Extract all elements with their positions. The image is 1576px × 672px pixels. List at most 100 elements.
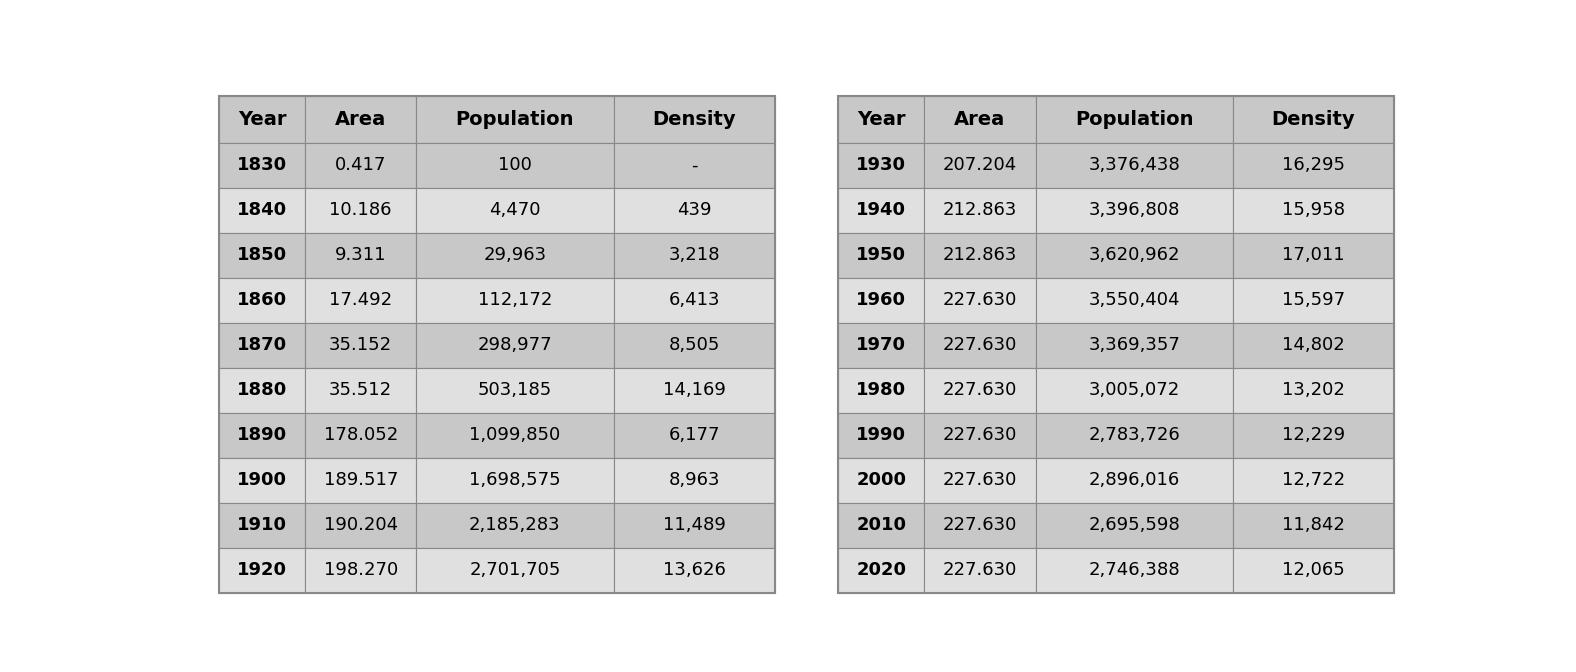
Text: 3,550,404: 3,550,404 xyxy=(1089,291,1180,309)
Bar xyxy=(416,187,613,233)
Bar xyxy=(306,142,416,187)
Bar xyxy=(838,503,925,548)
Text: 1990: 1990 xyxy=(856,426,906,444)
Text: Population: Population xyxy=(1075,110,1193,129)
Text: 11,842: 11,842 xyxy=(1281,516,1344,534)
Text: 112,172: 112,172 xyxy=(478,291,552,309)
Text: 15,958: 15,958 xyxy=(1281,201,1344,219)
Text: 12,722: 12,722 xyxy=(1281,471,1344,489)
Text: 2,896,016: 2,896,016 xyxy=(1089,471,1180,489)
Bar xyxy=(1232,548,1395,593)
Text: 6,413: 6,413 xyxy=(668,291,720,309)
Text: 1930: 1930 xyxy=(856,157,906,174)
Text: Area: Area xyxy=(955,110,1005,129)
Text: 227.630: 227.630 xyxy=(942,426,1017,444)
Bar xyxy=(1035,458,1232,503)
Text: 1960: 1960 xyxy=(856,291,906,309)
Bar xyxy=(613,187,775,233)
Bar xyxy=(306,187,416,233)
Text: 1950: 1950 xyxy=(856,246,906,264)
Bar xyxy=(925,458,1035,503)
Bar xyxy=(1035,142,1232,187)
Bar xyxy=(306,548,416,593)
Bar xyxy=(838,368,925,413)
Bar xyxy=(1232,233,1395,278)
Bar xyxy=(219,187,306,233)
Text: 100: 100 xyxy=(498,157,531,174)
Bar xyxy=(613,278,775,323)
Text: 227.630: 227.630 xyxy=(942,381,1017,399)
Text: 12,065: 12,065 xyxy=(1281,561,1344,579)
Text: 12,229: 12,229 xyxy=(1281,426,1344,444)
Text: Density: Density xyxy=(652,110,736,129)
Bar xyxy=(925,368,1035,413)
Text: 17,011: 17,011 xyxy=(1283,246,1344,264)
Bar xyxy=(219,96,775,593)
Bar xyxy=(416,278,613,323)
Bar xyxy=(416,368,613,413)
Bar xyxy=(925,233,1035,278)
Bar xyxy=(613,458,775,503)
Bar xyxy=(613,233,775,278)
Text: 1880: 1880 xyxy=(236,381,287,399)
Bar xyxy=(306,368,416,413)
Text: 3,376,438: 3,376,438 xyxy=(1089,157,1180,174)
Bar xyxy=(416,233,613,278)
Text: 1940: 1940 xyxy=(856,201,906,219)
Bar xyxy=(219,323,306,368)
Bar xyxy=(1232,458,1395,503)
Bar xyxy=(838,278,925,323)
Text: 35.152: 35.152 xyxy=(329,336,392,354)
Bar xyxy=(219,278,306,323)
Text: 189.517: 189.517 xyxy=(323,471,397,489)
Text: 1910: 1910 xyxy=(236,516,287,534)
Bar xyxy=(1035,187,1232,233)
Text: 298,977: 298,977 xyxy=(478,336,552,354)
Text: 10.186: 10.186 xyxy=(329,201,392,219)
Text: 198.270: 198.270 xyxy=(323,561,397,579)
Text: 3,005,072: 3,005,072 xyxy=(1089,381,1180,399)
Text: 9.311: 9.311 xyxy=(336,246,386,264)
Bar xyxy=(306,278,416,323)
Text: 212.863: 212.863 xyxy=(942,201,1017,219)
Text: 3,620,962: 3,620,962 xyxy=(1089,246,1180,264)
Text: 190.204: 190.204 xyxy=(323,516,397,534)
Bar xyxy=(613,548,775,593)
Text: 2,185,283: 2,185,283 xyxy=(470,516,561,534)
Text: 14,802: 14,802 xyxy=(1281,336,1344,354)
Text: Year: Year xyxy=(238,110,287,129)
Bar xyxy=(838,187,925,233)
Bar xyxy=(925,413,1035,458)
Bar xyxy=(219,96,306,142)
Text: 227.630: 227.630 xyxy=(942,471,1017,489)
Bar xyxy=(1232,278,1395,323)
Text: 2010: 2010 xyxy=(856,516,906,534)
Text: 4,470: 4,470 xyxy=(489,201,541,219)
Text: 17.492: 17.492 xyxy=(329,291,392,309)
Bar xyxy=(1035,413,1232,458)
Bar xyxy=(838,548,925,593)
Text: 6,177: 6,177 xyxy=(668,426,720,444)
Text: 1850: 1850 xyxy=(236,246,287,264)
Bar xyxy=(613,96,775,142)
Text: 29,963: 29,963 xyxy=(484,246,547,264)
Text: 13,626: 13,626 xyxy=(662,561,725,579)
Text: 8,963: 8,963 xyxy=(668,471,720,489)
Bar xyxy=(1232,413,1395,458)
Bar xyxy=(925,142,1035,187)
Bar xyxy=(306,233,416,278)
Text: 1870: 1870 xyxy=(236,336,287,354)
Text: 2000: 2000 xyxy=(856,471,906,489)
Text: Year: Year xyxy=(857,110,906,129)
Text: 1,698,575: 1,698,575 xyxy=(470,471,561,489)
Bar xyxy=(1035,233,1232,278)
Bar xyxy=(925,503,1035,548)
Bar xyxy=(838,96,1395,593)
Text: 2,701,705: 2,701,705 xyxy=(470,561,561,579)
Text: 1840: 1840 xyxy=(236,201,287,219)
Bar xyxy=(925,323,1035,368)
Bar xyxy=(1035,503,1232,548)
Bar xyxy=(416,323,613,368)
Bar xyxy=(219,368,306,413)
Bar xyxy=(613,142,775,187)
